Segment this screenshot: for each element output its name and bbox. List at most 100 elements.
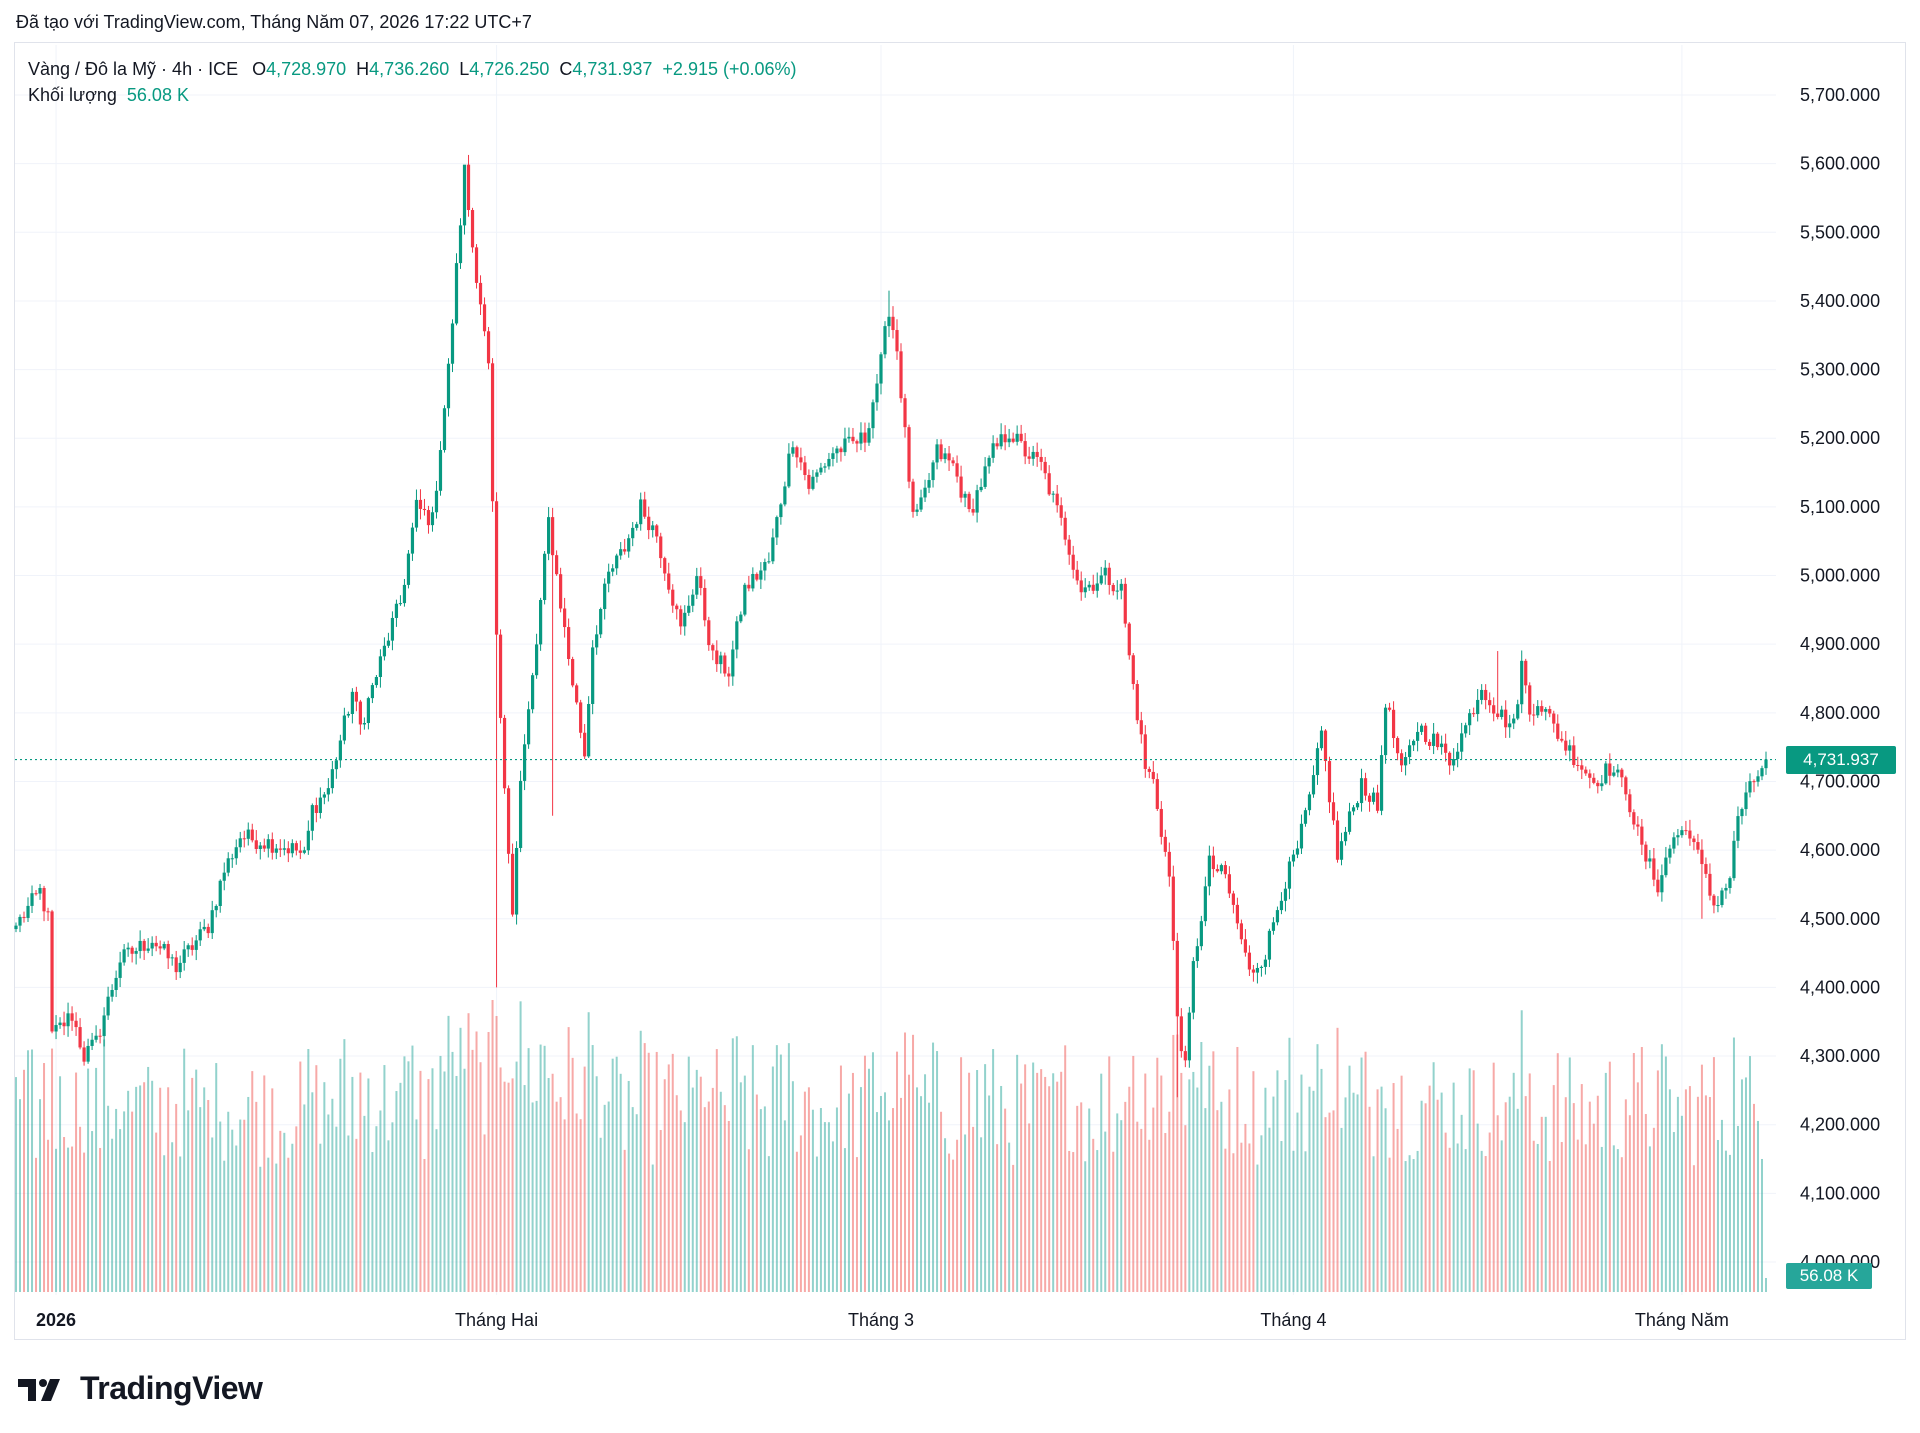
candle-body bbox=[939, 444, 943, 460]
candle-body bbox=[631, 527, 635, 539]
candle-body bbox=[350, 691, 354, 714]
candle-body bbox=[559, 574, 563, 609]
candle-body bbox=[955, 463, 959, 477]
candle-body bbox=[1444, 743, 1448, 753]
candle-body bbox=[1195, 946, 1199, 962]
candle-body bbox=[282, 848, 286, 850]
volume-bar bbox=[851, 1072, 854, 1292]
volume-bar bbox=[659, 1130, 662, 1292]
candle-body bbox=[502, 717, 507, 789]
volume-bar bbox=[1592, 1123, 1595, 1292]
candle-body bbox=[1115, 590, 1119, 592]
candle-body bbox=[210, 910, 214, 934]
candle-body bbox=[1007, 438, 1011, 443]
volume-bar bbox=[1176, 1034, 1179, 1292]
volume-bar bbox=[944, 1138, 947, 1292]
candle-body bbox=[1560, 738, 1564, 741]
volume-bar bbox=[1448, 1147, 1451, 1292]
volume-bar bbox=[1612, 1145, 1615, 1292]
candle-body bbox=[1251, 969, 1256, 973]
volume-bar bbox=[683, 1122, 686, 1292]
volume-bar bbox=[167, 1087, 170, 1292]
volume-bar bbox=[1108, 1056, 1111, 1292]
volume-bar bbox=[115, 1108, 118, 1292]
symbol-label[interactable]: Vàng / Đô la Mỹ · 4h · ICE bbox=[28, 59, 239, 79]
candle-body bbox=[1075, 569, 1079, 581]
volume-bar bbox=[1400, 1075, 1403, 1292]
volume-bar bbox=[1536, 1143, 1539, 1292]
candle-body bbox=[1500, 709, 1504, 717]
volume-bar bbox=[1512, 1072, 1515, 1292]
candle-body bbox=[534, 644, 539, 676]
volume-bar bbox=[1736, 1125, 1739, 1292]
candle-body bbox=[1203, 886, 1207, 922]
candle-body bbox=[86, 1045, 90, 1062]
volume-bar bbox=[575, 1113, 578, 1292]
candle-body bbox=[1544, 709, 1548, 712]
volume-bar bbox=[211, 1137, 214, 1292]
volume-bar bbox=[771, 1066, 774, 1292]
candle-body bbox=[1099, 575, 1103, 584]
candle-body bbox=[222, 872, 226, 881]
volume-bar bbox=[87, 1068, 90, 1292]
candle-body bbox=[887, 316, 891, 327]
volume-bar bbox=[1765, 1278, 1767, 1292]
chart-frame[interactable] bbox=[14, 42, 1906, 1340]
candle-body bbox=[1716, 905, 1720, 907]
candle-body bbox=[999, 434, 1003, 447]
volume-bar bbox=[631, 1107, 634, 1292]
volume-bar bbox=[755, 1094, 758, 1292]
volume-bar bbox=[479, 1062, 482, 1292]
volume-bar bbox=[259, 1166, 262, 1292]
volume-bar bbox=[819, 1108, 822, 1292]
candle-body bbox=[1343, 831, 1348, 842]
volume-bar bbox=[1224, 1148, 1227, 1292]
volume-bar bbox=[1680, 1115, 1683, 1292]
candle-body bbox=[1051, 493, 1055, 495]
candle-body bbox=[42, 887, 46, 912]
candle-body bbox=[563, 608, 567, 628]
volume-bar bbox=[1296, 1112, 1299, 1292]
volume-bar bbox=[1260, 1135, 1263, 1292]
tradingview-logo[interactable]: TradingView bbox=[18, 1370, 263, 1407]
candle-body bbox=[34, 893, 38, 895]
candle-body bbox=[1572, 745, 1576, 766]
close-value: 4,731.937 bbox=[572, 59, 653, 79]
volume-bar bbox=[1712, 1057, 1715, 1292]
candle-body bbox=[623, 549, 627, 552]
candle-body bbox=[30, 893, 34, 906]
candle-body bbox=[1267, 930, 1272, 960]
volume-bar bbox=[1728, 1154, 1731, 1292]
volume-label[interactable]: Khối lượng bbox=[28, 85, 117, 105]
volume-bar bbox=[996, 1144, 999, 1292]
candle-body bbox=[426, 510, 431, 526]
candle-body bbox=[639, 499, 643, 525]
candle-body bbox=[923, 487, 927, 498]
volume-bar bbox=[583, 1066, 586, 1292]
volume-bar bbox=[1388, 1157, 1391, 1292]
volume-bar bbox=[1172, 1034, 1175, 1292]
volume-bar bbox=[1104, 1131, 1107, 1292]
candle-body bbox=[703, 587, 707, 621]
candle-body bbox=[1528, 685, 1532, 715]
candle-body bbox=[198, 929, 202, 941]
volume-value: 56.08 K bbox=[126, 85, 189, 105]
candle-body bbox=[1055, 493, 1059, 506]
volume-bar bbox=[1740, 1079, 1743, 1292]
candle-body bbox=[258, 845, 262, 849]
volume-bar bbox=[551, 1073, 554, 1292]
volume-bar bbox=[1564, 1097, 1567, 1292]
volume-bar bbox=[1552, 1085, 1555, 1292]
candle-body bbox=[1015, 433, 1019, 442]
volume-bar bbox=[571, 1057, 574, 1292]
candle-body bbox=[599, 609, 603, 635]
volume-bar bbox=[1372, 1156, 1375, 1292]
candle-body bbox=[70, 1013, 74, 1021]
volume-bar bbox=[319, 1143, 322, 1292]
volume-bar bbox=[1404, 1161, 1407, 1292]
candle-body bbox=[1263, 959, 1268, 967]
volume-bar bbox=[443, 1071, 446, 1292]
candle-body bbox=[370, 685, 375, 699]
volume-bar bbox=[283, 1132, 286, 1292]
